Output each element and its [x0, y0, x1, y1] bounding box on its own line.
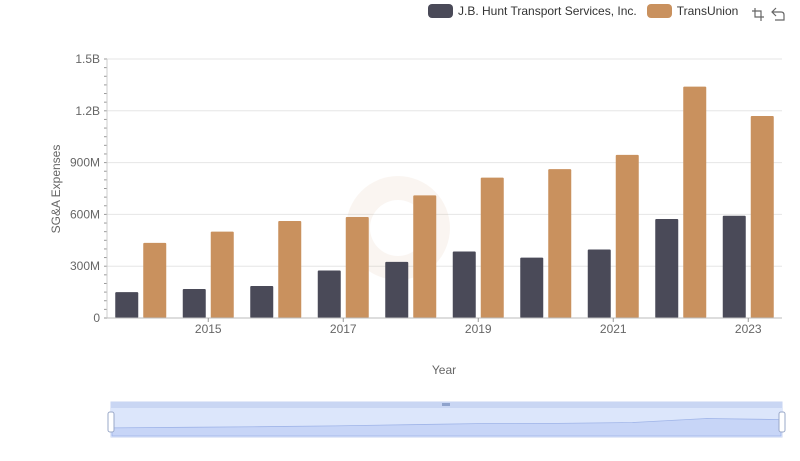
- x-tick-label: 2023: [735, 322, 762, 336]
- y-tick-label: 0: [93, 311, 100, 325]
- bar-jb-hunt-2016[interactable]: [250, 286, 274, 318]
- y-axis: 0 300M 600M 900M 1.2B 1.5B: [70, 52, 108, 325]
- legend-item-jb-hunt[interactable]: J.B. Hunt Transport Services, Inc.: [428, 4, 637, 18]
- bar-jb-hunt-2019[interactable]: [452, 251, 476, 318]
- bar-jb-hunt-2021[interactable]: [587, 249, 611, 318]
- bar-transunion-2016[interactable]: [278, 220, 302, 318]
- bar-transunion-2021[interactable]: [615, 154, 639, 318]
- x-tick-label: 2019: [465, 322, 492, 336]
- x-axis-title: Year: [432, 363, 456, 377]
- zoom-slider-move-grip[interactable]: [442, 403, 450, 406]
- y-tick-label: 1.5B: [75, 52, 100, 66]
- zoom-slider-handle-right[interactable]: [778, 411, 786, 433]
- bar-transunion-2019[interactable]: [480, 177, 504, 318]
- legend-label-jb-hunt: J.B. Hunt Transport Services, Inc.: [458, 4, 637, 18]
- bar-jb-hunt-2015[interactable]: [182, 288, 206, 318]
- zoom-slider-handle-left[interactable]: [107, 411, 115, 433]
- bar-jb-hunt-2022[interactable]: [655, 219, 679, 318]
- zoom-slider-preview-line: [111, 418, 782, 437]
- toolbox: [746, 6, 786, 22]
- bar-transunion-2020[interactable]: [548, 169, 572, 318]
- back-icon[interactable]: [770, 6, 786, 22]
- bar-jb-hunt-2018[interactable]: [385, 261, 409, 318]
- bar-jb-hunt-2023[interactable]: [722, 215, 746, 318]
- restore-zoom-icon[interactable]: [750, 6, 766, 22]
- legend-label-transunion: TransUnion: [676, 4, 739, 18]
- x-tick-label: 2017: [330, 322, 357, 336]
- grid-lines: [107, 58, 782, 319]
- y-tick-label: 600M: [70, 207, 100, 221]
- bar-transunion-2018[interactable]: [413, 195, 437, 318]
- legend-swatch-jb-hunt: [428, 4, 453, 18]
- bars: [115, 86, 774, 318]
- bar-jb-hunt-2017[interactable]: [317, 270, 341, 318]
- zoom-slider[interactable]: [107, 401, 786, 438]
- x-tick-label: 2021: [600, 322, 627, 336]
- bar-transunion-2014[interactable]: [143, 242, 167, 318]
- bar-transunion-2023[interactable]: [750, 115, 774, 318]
- bar-transunion-2022[interactable]: [683, 86, 707, 318]
- bar-jb-hunt-2014[interactable]: [115, 292, 139, 318]
- legend-item-transunion[interactable]: TransUnion: [646, 4, 739, 18]
- legend: J.B. Hunt Transport Services, Inc. Trans…: [428, 4, 748, 18]
- y-tick-label: 300M: [70, 259, 100, 273]
- x-axis: 2015 2017 2019 2021 2023: [107, 317, 782, 336]
- y-tick-label: 900M: [70, 156, 100, 170]
- y-axis-title: SG&A Expenses: [49, 145, 63, 234]
- x-tick-label: 2015: [195, 322, 222, 336]
- bar-jb-hunt-2020[interactable]: [520, 257, 544, 318]
- bar-transunion-2017[interactable]: [345, 216, 369, 318]
- legend-swatch-transunion: [646, 4, 672, 18]
- bar-transunion-2015[interactable]: [210, 231, 234, 318]
- y-tick-label: 1.2B: [75, 104, 100, 118]
